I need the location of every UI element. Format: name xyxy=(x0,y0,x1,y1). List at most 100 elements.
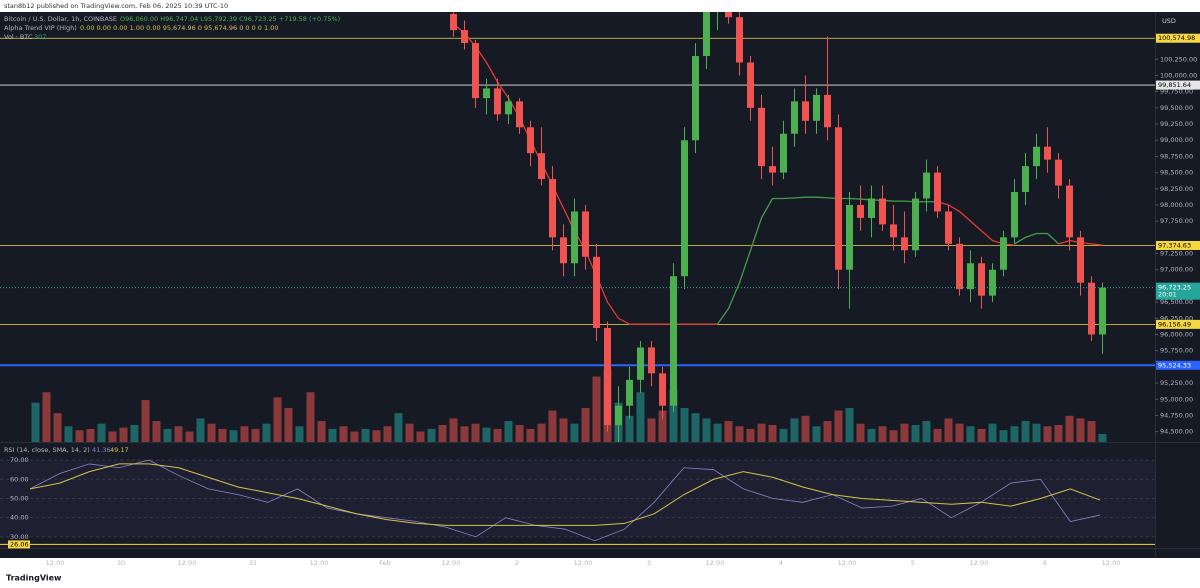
candle-body xyxy=(1088,282,1095,335)
last-price-bg xyxy=(1156,282,1200,300)
candle-body xyxy=(857,204,864,218)
volume-bar xyxy=(97,423,106,442)
volume-bar xyxy=(460,426,469,442)
candle-body xyxy=(879,198,886,225)
candle-body xyxy=(736,17,743,63)
volume-bar xyxy=(152,421,161,442)
x-tick-label: 6 xyxy=(1043,559,1047,567)
candle-body xyxy=(824,94,831,128)
price-pane xyxy=(0,12,1155,442)
candle-body xyxy=(956,243,963,290)
candle-body xyxy=(1099,287,1106,335)
volume-bar xyxy=(1054,424,1063,442)
candle-body xyxy=(1033,146,1040,167)
volume-bar xyxy=(394,413,403,442)
volume-bar xyxy=(570,423,579,442)
y-tick-label: 99,250.00 xyxy=(1160,120,1193,128)
candle-body xyxy=(835,127,842,270)
candle-body xyxy=(912,198,919,251)
alpha-trend-up xyxy=(1014,232,1059,245)
volume-bar xyxy=(207,423,216,442)
volume-bar xyxy=(504,421,513,442)
y-tick-label: 100,250.00 xyxy=(1160,55,1197,63)
volume-bar xyxy=(691,413,700,442)
y-tick-label: 95,250.00 xyxy=(1160,379,1193,387)
volume-bar xyxy=(317,421,326,442)
volume-bar xyxy=(658,410,667,442)
x-tick-label: 12:00 xyxy=(574,559,593,567)
volume-bar xyxy=(955,423,964,442)
candle-body xyxy=(461,30,468,44)
candle-body xyxy=(527,127,534,154)
publisher: stan8b12 published on TradingView.com, F… xyxy=(4,2,228,10)
candle-body xyxy=(1011,192,1018,238)
x-tick-label: 12:00 xyxy=(706,559,725,567)
volume-bar xyxy=(295,426,304,442)
candle-body xyxy=(538,153,545,180)
volume-bar xyxy=(53,413,62,442)
candle-body xyxy=(978,263,985,296)
candle-body xyxy=(725,12,732,18)
volume-bar xyxy=(339,426,348,442)
x-tick-label: 2 xyxy=(515,559,519,567)
candle-body xyxy=(1022,166,1029,193)
candle-body xyxy=(450,13,457,31)
volume-bar xyxy=(185,431,194,442)
volume-bar xyxy=(372,430,381,442)
level-label-bg xyxy=(1156,319,1200,329)
rsi-tick-label: 60.00 xyxy=(10,475,29,483)
volume-bar xyxy=(75,430,84,442)
volume-bar xyxy=(284,407,293,442)
volume-bar xyxy=(174,426,183,442)
volume-bar xyxy=(526,428,535,442)
y-tick-label: 97,750.00 xyxy=(1160,217,1193,225)
volume-bar xyxy=(999,430,1008,442)
alpha-trend-up xyxy=(716,196,938,325)
candle-body xyxy=(945,211,952,244)
level-label: 99,851.64 xyxy=(1158,81,1191,89)
volume-value: 307 xyxy=(34,33,46,41)
volume-bar xyxy=(757,423,766,442)
candle-body xyxy=(813,94,820,121)
volume-bar xyxy=(922,421,931,442)
x-tick-label: 12:00 xyxy=(1102,559,1121,567)
rsi-low-bg xyxy=(8,540,30,549)
rsi-tick-label: 40.00 xyxy=(10,514,29,522)
candle-body xyxy=(494,88,501,115)
volume-bar xyxy=(1065,415,1074,442)
y-tick-label: 97,250.00 xyxy=(1160,250,1193,258)
candle-body xyxy=(659,373,666,406)
candle-body xyxy=(890,224,897,238)
volume-bar xyxy=(702,418,711,442)
y-tick-label: 99,000.00 xyxy=(1160,136,1193,144)
y-tick-label: 98,750.00 xyxy=(1160,152,1193,160)
volume-bar xyxy=(977,428,986,442)
level-label-bg xyxy=(1156,360,1200,370)
volume-bar xyxy=(669,389,678,442)
candle-body xyxy=(967,263,974,290)
candle-body xyxy=(1077,237,1084,283)
y-tick-label: 95,750.00 xyxy=(1160,347,1193,355)
volume-bar xyxy=(735,426,744,442)
candle-body xyxy=(802,101,809,121)
volume-bar xyxy=(482,427,491,442)
volume-bar xyxy=(636,392,645,442)
ohlc: O96,060.00 H96,747.04 L95,792.39 C96,723… xyxy=(120,15,340,23)
candle-body xyxy=(989,269,996,296)
candle-body xyxy=(758,107,765,167)
volume-bar xyxy=(592,376,601,442)
volume-bar xyxy=(878,426,887,442)
volume-bar xyxy=(251,428,260,442)
candle-body xyxy=(1000,237,1007,270)
candle-body xyxy=(769,166,776,173)
volume-bar xyxy=(823,421,832,442)
candle-body xyxy=(934,172,941,212)
y-tick-label: 94,750.00 xyxy=(1160,411,1193,419)
candle-body xyxy=(593,256,600,329)
candle-body xyxy=(648,347,655,374)
y-tick-label: 98,250.00 xyxy=(1160,185,1193,193)
volume-bar xyxy=(625,415,634,442)
candle-body xyxy=(483,88,490,99)
candle-body xyxy=(692,56,699,141)
